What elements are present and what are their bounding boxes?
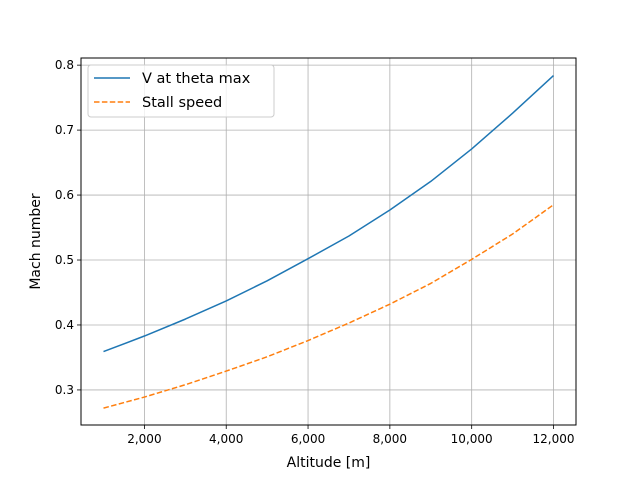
series-line-0	[103, 74, 555, 353]
legend-label-0: V at theta max	[142, 71, 251, 87]
series-line-1	[103, 204, 554, 409]
x-axis-label: Altitude [m]	[287, 455, 371, 471]
y-tick-label: 0.5	[55, 253, 74, 267]
series-lines	[103, 74, 555, 409]
x-tick-label: 6,000	[291, 432, 325, 446]
y-axis-ticks: 0.3 0.4 0.5 0.6 0.7 0.8	[55, 58, 81, 397]
legend-box	[87, 64, 275, 118]
x-tick-label: 8,000	[373, 432, 407, 446]
y-tick-label: 0.6	[55, 188, 74, 202]
legend-label-1: Stall speed	[142, 95, 222, 111]
plot-frame	[80, 57, 577, 426]
y-tick-label: 0.7	[55, 123, 74, 137]
legend: V at theta max Stall speed	[87, 64, 275, 118]
y-axis-label: Mach number	[28, 193, 44, 290]
y-tick-label: 0.3	[55, 383, 74, 397]
x-tick-label: 12,000	[533, 432, 575, 446]
x-tick-label: 10,000	[451, 432, 493, 446]
y-tick-label: 0.4	[55, 318, 74, 332]
y-tick-label: 0.8	[55, 58, 74, 72]
x-tick-label: 4,000	[209, 432, 243, 446]
x-axis-ticks: 2,000 4,000 6,000 8,000 10,000 12,000	[127, 425, 575, 446]
x-tick-label: 2,000	[127, 432, 161, 446]
